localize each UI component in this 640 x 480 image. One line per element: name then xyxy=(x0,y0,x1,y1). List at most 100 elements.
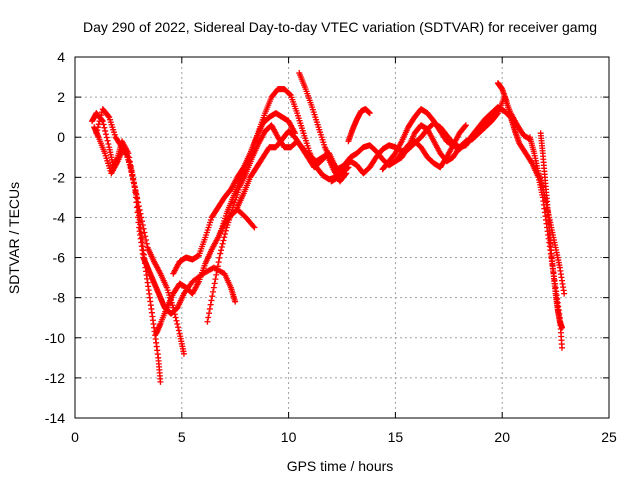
data-point xyxy=(217,250,224,257)
data-point xyxy=(216,254,223,261)
data-point xyxy=(220,237,227,244)
data-point xyxy=(494,111,501,118)
data-point xyxy=(180,350,187,357)
data-point xyxy=(212,276,219,283)
data-point xyxy=(143,237,150,244)
chart-title: Day 290 of 2022, Sidereal Day-to-day VTE… xyxy=(83,19,597,35)
data-point xyxy=(210,288,217,295)
plot-frame xyxy=(74,56,610,419)
data-point xyxy=(131,184,138,191)
data-point xyxy=(96,118,103,125)
x-tick-label: 25 xyxy=(601,429,617,445)
data-point xyxy=(135,199,142,206)
data-marks-layer xyxy=(89,70,568,385)
series-arc-8 xyxy=(234,128,350,211)
data-point xyxy=(221,234,228,241)
x-tick-label: 0 xyxy=(71,429,79,445)
y-tick-label: -6 xyxy=(53,250,66,266)
data-point xyxy=(205,314,212,321)
data-point xyxy=(171,307,178,314)
data-point xyxy=(559,344,566,351)
data-point xyxy=(528,159,535,166)
data-point xyxy=(105,140,112,147)
data-point xyxy=(125,154,132,161)
data-point xyxy=(206,305,213,312)
data-point xyxy=(219,240,226,247)
series-arc-15 xyxy=(526,134,568,297)
data-point xyxy=(213,271,220,278)
y-tick-label: -14 xyxy=(45,410,65,426)
data-point xyxy=(103,134,110,141)
data-point xyxy=(218,247,225,254)
series-arc-16 xyxy=(537,130,566,331)
data-point xyxy=(94,127,101,134)
y-tick-label: -4 xyxy=(53,209,66,225)
data-point xyxy=(143,240,150,247)
data-point xyxy=(342,171,349,178)
series-arc-11 xyxy=(345,106,373,145)
y-tick-label: -12 xyxy=(45,370,65,386)
data-point xyxy=(462,122,469,129)
x-tick-label: 20 xyxy=(494,429,510,445)
data-point xyxy=(559,324,566,331)
data-point xyxy=(105,113,112,120)
data-point xyxy=(142,233,149,240)
data-point xyxy=(215,259,222,266)
data-point xyxy=(214,263,221,270)
data-point xyxy=(208,297,215,304)
data-point xyxy=(561,290,568,297)
data-point xyxy=(139,218,146,225)
y-axis-label: SDTVAR / TECUs xyxy=(6,182,22,294)
data-point xyxy=(170,304,177,311)
data-point xyxy=(135,203,142,210)
data-point xyxy=(128,169,135,176)
y-tick-label: -8 xyxy=(53,290,66,306)
data-point xyxy=(206,310,213,317)
data-point xyxy=(94,124,101,131)
data-point xyxy=(132,188,139,195)
data-point xyxy=(127,161,134,168)
y-tick-label: 2 xyxy=(57,89,65,105)
data-point xyxy=(211,280,218,287)
series-arc-3 xyxy=(93,106,187,357)
data-point xyxy=(98,112,105,119)
x-tick-label: 5 xyxy=(178,429,186,445)
data-point xyxy=(137,210,144,217)
y-tick-label: 4 xyxy=(57,49,65,65)
data-point xyxy=(138,214,145,221)
data-point xyxy=(207,301,214,308)
data-point xyxy=(366,110,373,117)
data-point xyxy=(102,131,109,138)
x-tick-label: 15 xyxy=(388,429,404,445)
data-point xyxy=(218,244,225,251)
data-point xyxy=(204,318,211,325)
data-point xyxy=(209,293,216,300)
data-point xyxy=(104,137,111,144)
series-arc-14 xyxy=(494,80,566,351)
x-tick-label: 10 xyxy=(281,429,297,445)
x-axis-label: GPS time / hours xyxy=(287,458,394,474)
data-point xyxy=(124,153,131,160)
data-point xyxy=(210,284,217,291)
data-point xyxy=(157,378,164,385)
y-tick-label: 0 xyxy=(57,129,65,145)
data-point xyxy=(97,115,104,122)
data-point xyxy=(214,267,221,274)
data-point xyxy=(404,145,411,152)
axis-ticks-layer: 0 5 10 15 20 25 -14 -12 -10 -8 -6 -4 -2 0 2 4 xyxy=(45,49,617,445)
data-point xyxy=(173,317,180,324)
data-point xyxy=(251,224,258,231)
data-point xyxy=(172,314,179,321)
data-point xyxy=(130,176,137,183)
data-point xyxy=(126,158,133,165)
data-point xyxy=(175,324,182,331)
data-point xyxy=(174,320,181,327)
data-point xyxy=(232,298,239,305)
data-point xyxy=(140,225,147,232)
data-point xyxy=(101,124,108,131)
data-point xyxy=(133,191,140,198)
data-point xyxy=(250,223,257,230)
data-point xyxy=(171,311,178,318)
grid-layer xyxy=(75,57,609,418)
